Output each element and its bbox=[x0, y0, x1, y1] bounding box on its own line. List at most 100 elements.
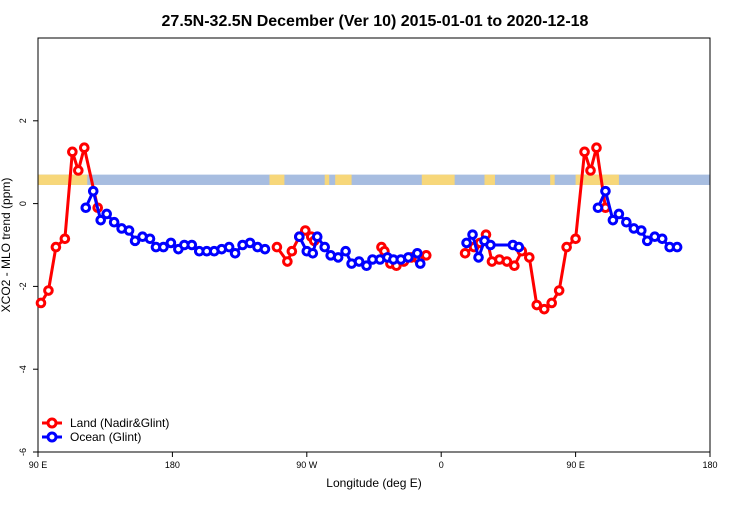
y-tick-label: 2 bbox=[18, 118, 28, 123]
series-land-point bbox=[67, 146, 78, 158]
land-band-segment bbox=[335, 174, 352, 185]
series-land-point bbox=[591, 142, 602, 154]
x-axis: 90 E 180 90 W 0 90 E 180 bbox=[29, 452, 718, 470]
series-land-point bbox=[420, 250, 432, 261]
series-land-point bbox=[50, 241, 62, 253]
series-ocean-point bbox=[259, 243, 271, 255]
series-ocean-point bbox=[165, 237, 177, 249]
series-ocean-point bbox=[123, 225, 135, 236]
x-tick-label: 180 bbox=[165, 460, 180, 470]
series-ocean-point bbox=[461, 237, 472, 249]
series-land-line bbox=[39, 146, 100, 304]
series-land-point bbox=[300, 225, 311, 236]
series-ocean-point bbox=[641, 235, 653, 247]
land-band-segment bbox=[269, 174, 285, 185]
series-ocean-point bbox=[101, 208, 112, 220]
series-land-point bbox=[282, 256, 293, 267]
series-ocean-point bbox=[332, 252, 344, 263]
series-land-point bbox=[73, 165, 84, 176]
series-land-point bbox=[35, 297, 47, 309]
series-land-point bbox=[459, 247, 471, 259]
land-band-segment bbox=[324, 174, 330, 185]
land-band-segment bbox=[484, 174, 495, 185]
series-land-point bbox=[579, 146, 590, 158]
land-band-segment bbox=[38, 174, 88, 185]
legend-land-label: Land (Nadir&Glint) bbox=[70, 416, 169, 430]
series-ocean bbox=[80, 185, 683, 272]
series-land-point bbox=[531, 299, 543, 311]
series-land-point bbox=[501, 256, 513, 267]
series-land-point bbox=[553, 285, 565, 296]
land-band-segment bbox=[575, 174, 619, 185]
y-tick-label: -2 bbox=[18, 282, 28, 290]
series-ocean-point bbox=[158, 241, 169, 253]
x-tick-label: 0 bbox=[439, 460, 444, 470]
series-land-point bbox=[78, 142, 90, 154]
land-band-segment bbox=[421, 174, 455, 185]
ocean-band bbox=[38, 174, 710, 185]
series-ocean-point bbox=[144, 233, 156, 245]
legend-land-marker bbox=[46, 417, 58, 429]
series-land-point bbox=[59, 233, 71, 245]
series-land-point bbox=[509, 260, 520, 272]
series-ocean-point bbox=[621, 216, 632, 228]
legend: Land (Nadir&Glint) Ocean (Glint) bbox=[42, 416, 169, 444]
series-ocean-point bbox=[229, 247, 241, 259]
legend-ocean-marker bbox=[46, 431, 58, 443]
y-axis: 2 0 -2 -4 -6 bbox=[18, 118, 38, 456]
x-tick-label: 90 W bbox=[296, 460, 318, 470]
y-tick-label: -4 bbox=[18, 365, 28, 373]
series-ocean-point bbox=[311, 231, 323, 243]
series-land-point bbox=[570, 233, 581, 245]
series-land-point bbox=[561, 241, 572, 253]
series-ocean-point bbox=[307, 247, 319, 259]
y-tick-label: 0 bbox=[18, 201, 28, 206]
series-group bbox=[35, 142, 683, 315]
series-ocean-point bbox=[414, 258, 426, 269]
series-ocean-point bbox=[294, 231, 305, 243]
series-land-point bbox=[286, 245, 298, 257]
series-ocean-point bbox=[353, 256, 365, 267]
series-ocean-point bbox=[361, 260, 372, 272]
series-ocean-point bbox=[485, 239, 496, 251]
series-ocean-point bbox=[403, 252, 414, 263]
series-ocean-point bbox=[80, 202, 92, 214]
x-tick-label: 90 E bbox=[566, 460, 585, 470]
x-tick-label: 90 E bbox=[29, 460, 48, 470]
series-ocean-point bbox=[340, 245, 351, 257]
series-ocean-point bbox=[592, 202, 604, 214]
series-ocean-point bbox=[467, 229, 478, 240]
x-tick-label: 180 bbox=[702, 460, 717, 470]
series-ocean-point bbox=[108, 216, 120, 228]
legend-ocean-label: Ocean (Glint) bbox=[70, 430, 141, 444]
series-ocean-point bbox=[129, 235, 141, 247]
series-ocean-point bbox=[656, 233, 668, 245]
series-ocean-point bbox=[473, 252, 484, 263]
series-ocean-point bbox=[613, 208, 625, 220]
plot-frame bbox=[37, 37, 711, 453]
series-ocean-point bbox=[513, 241, 525, 253]
series-land-point bbox=[546, 297, 558, 309]
series-ocean-point bbox=[319, 241, 331, 253]
land-ocean-band bbox=[38, 174, 710, 185]
series-land-point bbox=[538, 303, 550, 315]
series-ocean-point bbox=[87, 185, 99, 197]
land-band-segment bbox=[550, 174, 555, 185]
series-land-point bbox=[524, 252, 535, 263]
series-ocean-point bbox=[186, 239, 198, 251]
chart-title: 27.5N-32.5N December (Ver 10) 2015-01-01… bbox=[162, 13, 589, 30]
series-ocean-point bbox=[636, 225, 647, 236]
series-ocean-point bbox=[600, 185, 611, 197]
series-ocean-point bbox=[223, 241, 235, 253]
series-ocean-point bbox=[412, 247, 423, 259]
series-ocean-point bbox=[95, 214, 107, 226]
series-land-line bbox=[464, 146, 607, 311]
series-land-point bbox=[585, 165, 596, 176]
series-ocean-point bbox=[671, 241, 683, 253]
series-land-point bbox=[271, 241, 283, 253]
y-axis-label: XCO2 - MLO trend (ppm) bbox=[0, 178, 13, 313]
series-ocean-point bbox=[244, 237, 256, 249]
series-ocean-point bbox=[607, 214, 619, 226]
